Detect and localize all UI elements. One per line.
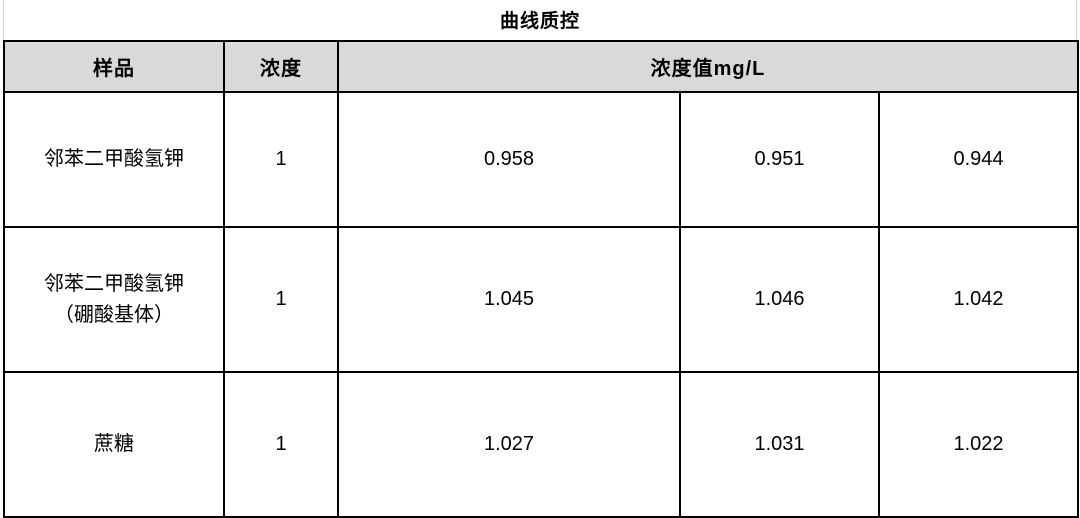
column-header-concentration-values: 浓度值mg/L [336, 40, 1080, 93]
column-header-concentration: 浓度 [223, 40, 339, 93]
cell-value-1: 0.958 [337, 91, 681, 228]
table-row: 邻苯二甲酸氢钾 （硼酸基体） 1 1.045 1.046 1.042 [3, 226, 1080, 373]
table-row: 蔗糖 1 1.027 1.031 1.022 [3, 371, 1080, 518]
cell-sample-name: 邻苯二甲酸氢钾 [3, 91, 225, 228]
cell-value-2: 1.046 [679, 226, 880, 373]
sample-name-line: （硼酸基体） [54, 303, 174, 326]
table-row: 邻苯二甲酸氢钾 1 0.958 0.951 0.944 [3, 91, 1080, 228]
cell-concentration: 1 [223, 91, 339, 228]
cell-value-1: 1.045 [337, 226, 681, 373]
cell-value-2: 0.951 [679, 91, 880, 228]
cell-value-3: 1.042 [877, 226, 1080, 373]
cell-value-2: 1.031 [679, 371, 880, 518]
cell-value-1: 1.027 [337, 371, 681, 518]
table-header-row: 样品 浓度 浓度值mg/L [3, 40, 1080, 93]
sample-name-line: 邻苯二甲酸氢钾 [44, 148, 184, 170]
page-title: 曲线质控 [499, 10, 580, 32]
curve-quality-control-table: 样品 浓度 浓度值mg/L 邻苯二甲酸氢钾 1 0.958 0.951 0.94… [3, 40, 1080, 518]
table-title-row: 曲线质控 [3, 0, 1077, 40]
column-header-sample: 样品 [3, 40, 225, 93]
cell-sample-name: 蔗糖 [3, 371, 225, 518]
sample-name-line: 邻苯二甲酸氢钾 [44, 272, 184, 295]
sample-name-line: 蔗糖 [94, 433, 134, 455]
cell-concentration: 1 [223, 371, 339, 518]
cell-value-3: 1.022 [877, 371, 1080, 518]
cell-sample-name: 邻苯二甲酸氢钾 （硼酸基体） [3, 226, 225, 373]
cell-concentration: 1 [223, 226, 339, 373]
cell-value-3: 0.944 [877, 91, 1080, 228]
